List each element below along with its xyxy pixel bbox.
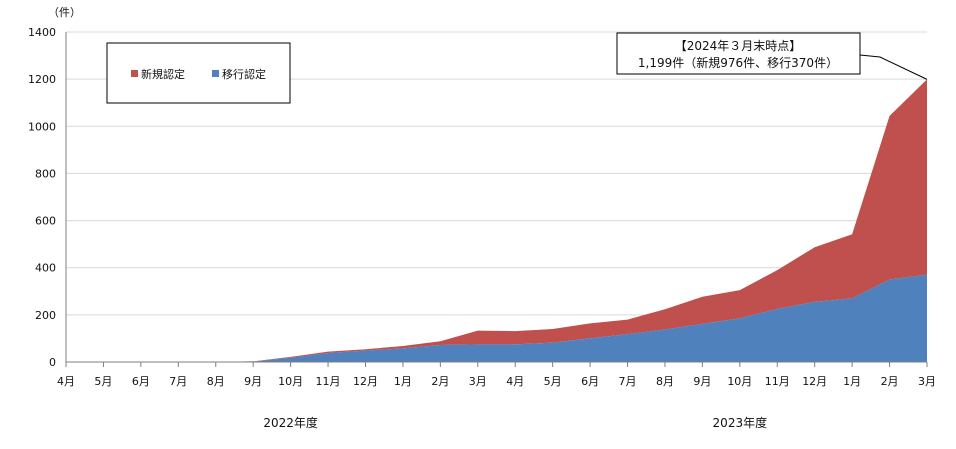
x-tick-label: 11月 [765,375,790,388]
x-tick-label: 11月 [316,375,341,388]
fiscal-year-label: 2022年度 [263,415,318,430]
y-tick-label: 400 [35,262,56,275]
fiscal-year-labels: 2022年度 2023年度 [263,415,767,430]
x-tick-label: 8月 [656,375,674,388]
legend-swatch-transfer [212,70,219,77]
x-tick-label: 2月 [431,375,449,388]
legend-swatch-new [131,70,138,77]
x-tick-label: 9月 [693,375,711,388]
fiscal-year-label: 2023年度 [713,415,768,430]
legend-label-new: 新規認定 [141,67,185,81]
x-tick-label: 9月 [244,375,262,388]
x-tick-labels: 4月 5月 6月 7月 8月 9月 10月 11月 12月 1月 2月 3月 4月 5月 6月 7月 8月 9月 1… [57,375,936,388]
y-tick-labels: 0 200 400 600 800 1000 1200 1400 [28,26,56,369]
x-tick-label: 1月 [394,375,412,388]
y-tick-label: 1200 [28,73,56,86]
annotation-leader-line [859,54,928,80]
x-tick-label: 8月 [207,375,225,388]
y-tick-label: 200 [35,309,56,322]
x-tick-label: 10月 [278,375,303,388]
x-tick-label: 4月 [57,375,75,388]
y-tick-label: 1400 [28,26,56,39]
x-tick-label: 7月 [619,375,637,388]
x-tick-label: 1月 [843,375,861,388]
y-tick-label: 600 [35,215,56,228]
area-series [66,79,927,362]
x-tick-label: 3月 [918,375,936,388]
y-unit-label: （件） [48,6,81,19]
axes [65,32,928,367]
annotation-callout: 【2024年３月末時点】 1,199件（新規976件、移行370件） [616,32,928,80]
x-tick-label: 7月 [169,375,187,388]
legend-label-transfer: 移行認定 [222,67,266,81]
legend: 新規認定 移行認定 [106,42,291,104]
area-transfer [66,274,927,362]
x-tick-label: 10月 [727,375,752,388]
x-tick-label: 6月 [581,375,599,388]
x-tick-label: 5月 [544,375,562,388]
y-tick-label: 1000 [28,120,56,133]
x-tick-label: 6月 [132,375,150,388]
y-tick-label: 0 [49,356,56,369]
x-tick-label: 12月 [802,375,827,388]
x-tick-label: 2月 [881,375,899,388]
annotation-line1: 【2024年３月末時点】 [675,39,802,53]
annotation-line2: 1,199件（新規976件、移行370件） [638,55,838,70]
x-tick-label: 12月 [353,375,378,388]
x-tick-label: 5月 [94,375,112,388]
x-tick-label: 3月 [469,375,487,388]
y-tick-label: 800 [35,167,56,180]
x-tick-label: 4月 [506,375,524,388]
annotation-box [616,32,861,75]
